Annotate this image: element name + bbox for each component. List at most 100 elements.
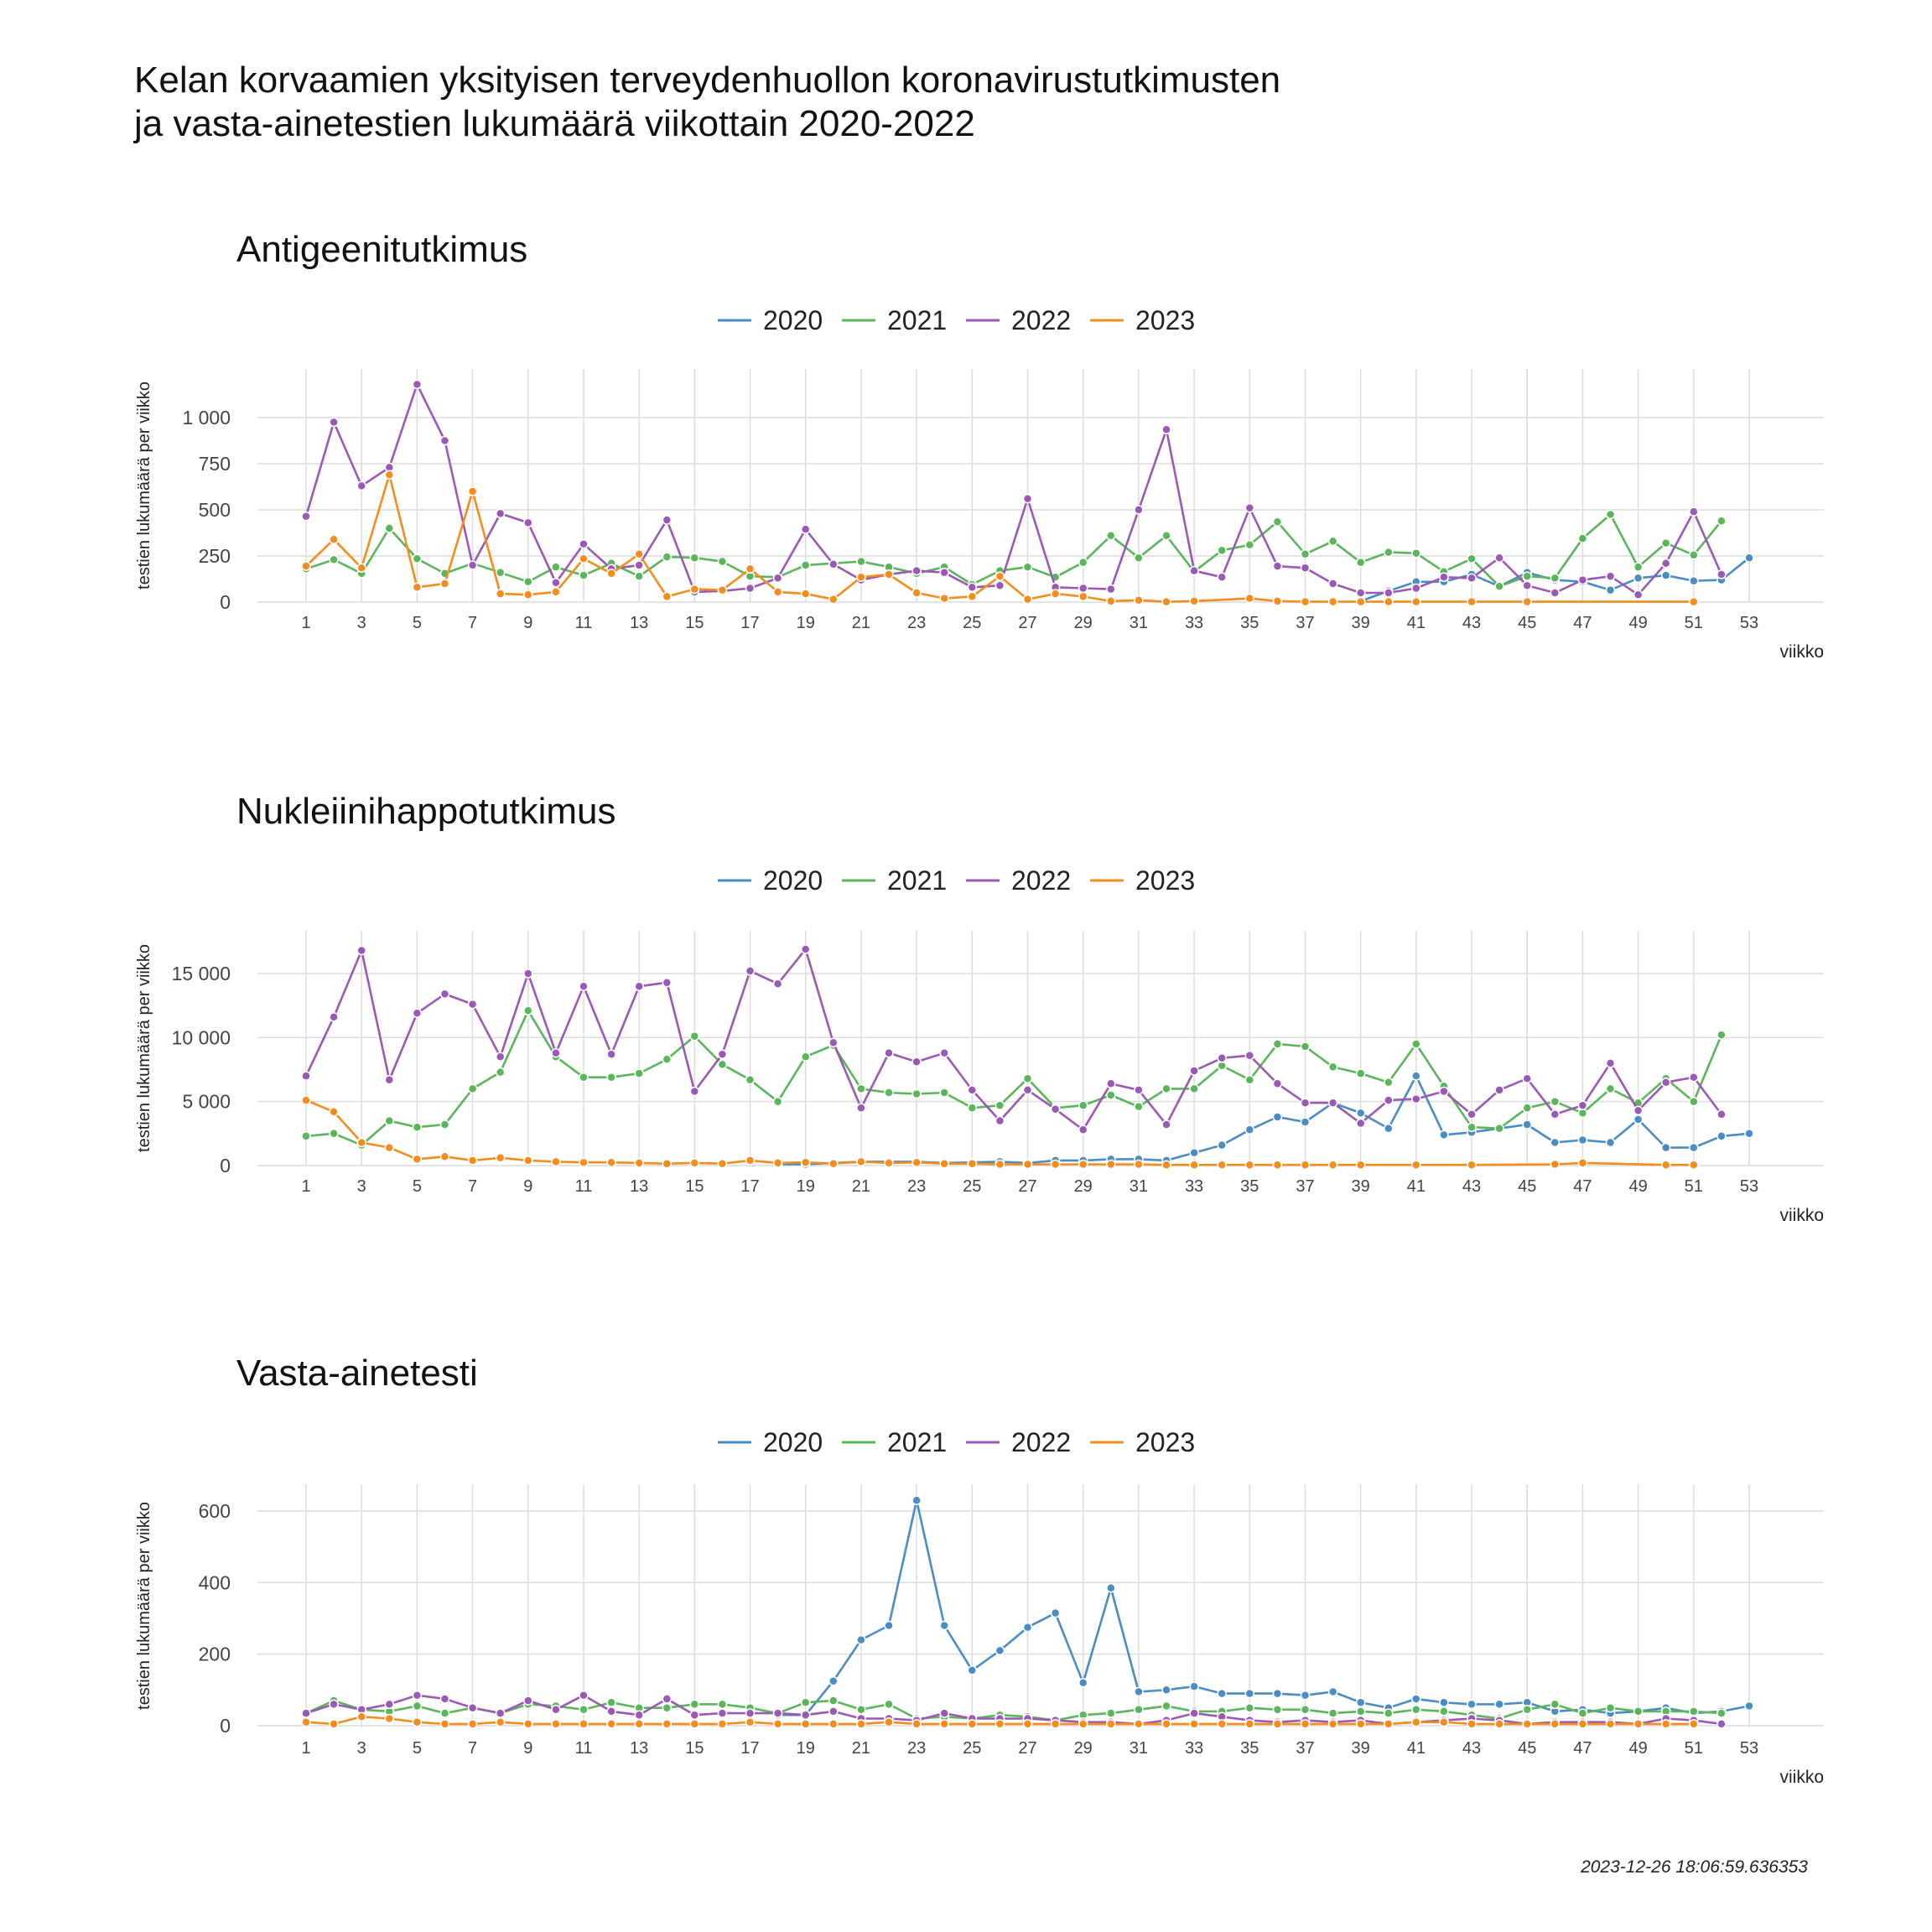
data-point-2021-w19 [800, 560, 811, 570]
data-point-2022-w2 [329, 1699, 339, 1710]
legend-label-2023: 2023 [1135, 865, 1195, 896]
data-point-2023-w23 [911, 1157, 922, 1167]
data-point-2021-w19 [800, 1052, 811, 1062]
x-tick-label: 21 [852, 614, 870, 632]
data-point-2023-w27 [1022, 1159, 1033, 1170]
data-point-2023-w44 [1494, 1719, 1504, 1729]
x-tick-label: 19 [797, 1739, 815, 1758]
legend-label-2023: 2023 [1135, 305, 1195, 335]
data-point-2020-w39 [1355, 1108, 1366, 1119]
data-point-2023-w31 [1134, 1719, 1144, 1729]
data-point-2021-w35 [1244, 1074, 1255, 1085]
data-point-2023-w38 [1327, 1719, 1338, 1729]
data-point-2021-w39 [1355, 1706, 1366, 1716]
x-tick-label: 49 [1628, 1739, 1647, 1758]
data-point-2020-w33 [1189, 1681, 1199, 1691]
data-point-2023-w3 [356, 1711, 366, 1722]
data-point-2022-w9 [523, 969, 533, 979]
x-tick-label: 15 [685, 1739, 704, 1758]
y-tick-label: 750 [199, 453, 231, 475]
data-point-2021-w43 [1467, 1122, 1477, 1132]
data-point-2022-w14 [662, 1694, 673, 1704]
data-point-2022-w36 [1272, 561, 1283, 571]
x-tick-label: 41 [1407, 614, 1426, 632]
data-point-2021-w11 [579, 1705, 589, 1715]
data-point-2022-w45 [1522, 580, 1532, 590]
data-point-2023-w40 [1384, 596, 1394, 607]
x-tick-label: 27 [1018, 1739, 1036, 1758]
data-point-2020-w53 [1744, 1129, 1754, 1139]
data-point-2023-w27 [1022, 1719, 1033, 1729]
data-point-2022-w4 [384, 1074, 395, 1085]
x-tick-label: 31 [1130, 614, 1148, 632]
x-tick-label: 27 [1018, 614, 1036, 632]
data-point-2021-w16 [717, 1699, 728, 1710]
x-tick-label: 47 [1573, 1177, 1592, 1196]
data-point-2022-w26 [995, 580, 1005, 590]
data-point-2023-w21 [856, 1156, 866, 1167]
legend-label-2022: 2022 [1011, 305, 1071, 335]
data-point-2023-w38 [1327, 596, 1338, 607]
x-tick-label: 53 [1740, 614, 1758, 632]
y-tick-label: 1 000 [182, 407, 231, 428]
data-point-2021-w49 [1633, 562, 1644, 572]
data-point-2021-w41 [1411, 1039, 1421, 1049]
y-tick-label: 500 [199, 499, 231, 521]
data-point-2023-w29 [1078, 1719, 1088, 1729]
data-point-2021-w37 [1300, 1705, 1311, 1715]
data-point-2021-w14 [662, 552, 673, 562]
x-tick-label: 5 [413, 614, 422, 632]
data-point-2021-w44 [1494, 1123, 1504, 1134]
x-tick-label: 43 [1462, 614, 1481, 632]
data-point-2020-w49 [1633, 1114, 1644, 1124]
x-tick-label: 35 [1240, 614, 1259, 632]
data-point-2023-w35 [1244, 1160, 1255, 1170]
data-point-2022-w35 [1244, 1050, 1255, 1061]
data-point-2022-w6 [439, 1694, 450, 1704]
data-point-2023-w39 [1355, 596, 1366, 607]
data-point-2021-w52 [1716, 1030, 1727, 1041]
x-tick-label: 29 [1074, 1739, 1093, 1758]
data-point-2020-w21 [856, 1634, 866, 1645]
legend-label-2022: 2022 [1011, 1427, 1071, 1457]
data-point-2021-w41 [1411, 1705, 1421, 1715]
data-point-2023-w26 [995, 1159, 1005, 1170]
data-point-2023-w11 [579, 1157, 589, 1167]
data-point-2022-w17 [745, 966, 756, 976]
chart-title: Nukleiinihappotutkimus [236, 791, 615, 832]
data-point-2022-w5 [412, 1690, 423, 1701]
data-point-2021-w46 [1550, 573, 1561, 584]
data-point-2023-w30 [1106, 1719, 1116, 1729]
data-point-2023-w36 [1272, 1160, 1283, 1170]
data-point-2021-w46 [1550, 1096, 1561, 1107]
data-point-2023-w10 [551, 1719, 561, 1729]
data-point-2022-w30 [1106, 584, 1116, 595]
data-point-2023-w20 [828, 1158, 839, 1169]
data-point-2020-w24 [939, 1620, 949, 1631]
x-axis-label: viikko [1779, 642, 1824, 662]
x-tick-label: 35 [1240, 1739, 1259, 1758]
legend: 2020 2021 2022 2023 [718, 305, 1195, 335]
data-point-2023-w33 [1189, 1719, 1199, 1729]
x-tick-label: 37 [1296, 1177, 1314, 1196]
data-point-2021-w25 [967, 1103, 978, 1114]
data-point-2021-w31 [1134, 1705, 1144, 1715]
legend-label-2020: 2020 [763, 305, 823, 335]
page-title-line-1: Kelan korvaamien yksityisen terveydenhuo… [134, 60, 1281, 101]
data-point-2021-w31 [1134, 1102, 1144, 1112]
x-tick-label: 11 [575, 1177, 593, 1196]
data-point-2023-w16 [717, 1719, 728, 1729]
data-point-2022-w24 [939, 1708, 949, 1718]
data-point-2023-w5 [412, 582, 423, 593]
data-point-2021-w16 [717, 556, 728, 567]
data-point-2020-w38 [1327, 1686, 1338, 1697]
y-axis-label: testien lukumäärä per viikko [135, 1502, 153, 1710]
data-point-2023-w30 [1106, 1159, 1116, 1170]
y-axis-label: testien lukumäärä per viikko [135, 944, 153, 1152]
data-point-2023-w18 [772, 1158, 783, 1168]
x-tick-label: 25 [963, 1739, 981, 1758]
data-point-2023-w2 [329, 1719, 339, 1729]
data-point-2023-w11 [579, 1719, 589, 1729]
data-point-2023-w21 [856, 1719, 866, 1729]
data-point-2020-w53 [1744, 553, 1754, 563]
